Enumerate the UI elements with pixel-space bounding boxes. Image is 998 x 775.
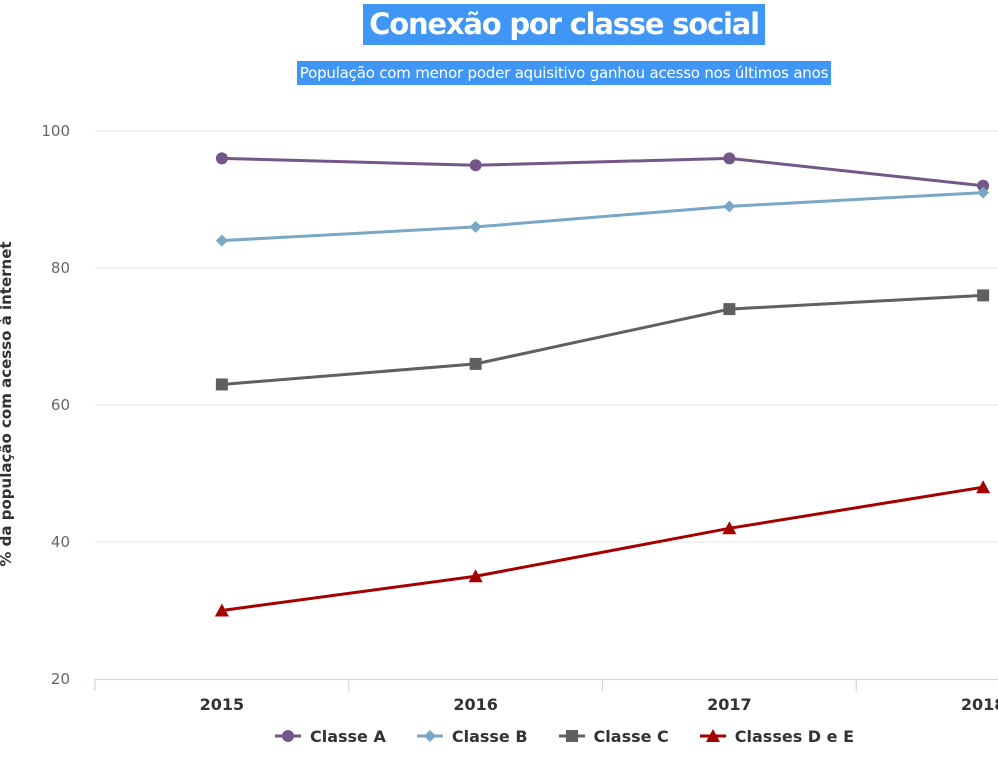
- data-point: [214, 603, 229, 617]
- data-point: [468, 569, 483, 583]
- x-axis: 2015 2016 2017 2018: [94, 678, 998, 714]
- y-tick-label: 100: [41, 122, 70, 140]
- gridlines: [95, 130, 998, 543]
- chart-title: Conexão por classe social: [363, 4, 765, 45]
- data-point: [469, 357, 482, 370]
- y-tick-label: 20: [51, 670, 70, 688]
- series-classe-c: [215, 289, 990, 391]
- y-tick-label: 80: [51, 259, 70, 277]
- legend-symbol: [558, 730, 585, 742]
- legend-item[interactable]: Classes D e E: [699, 727, 854, 746]
- x-tick-label: 2015: [200, 695, 245, 714]
- legend-item[interactable]: Classe A: [274, 727, 386, 746]
- subtitle-container: População com menor poder aquisitivo gan…: [0, 61, 998, 85]
- data-point: [977, 186, 990, 199]
- data-point: [723, 200, 736, 213]
- chart-subtitle: População com menor poder aquisitivo gan…: [296, 61, 832, 85]
- series-line: [220, 293, 985, 386]
- data-point: [722, 521, 737, 535]
- series-classes-d-e-e: [214, 480, 991, 617]
- legend-marker: [565, 730, 578, 742]
- series-classe-b: [215, 186, 990, 247]
- data-point: [723, 303, 736, 316]
- legend-marker: [281, 730, 294, 742]
- data-point: [469, 220, 482, 233]
- data-point: [723, 152, 736, 165]
- data-point: [469, 159, 482, 172]
- x-tick-label: 2018: [961, 695, 998, 714]
- legend-label: Classes D e E: [734, 726, 854, 746]
- x-tick-label: 2017: [707, 695, 752, 714]
- series-line: [220, 156, 985, 188]
- data-point: [977, 179, 990, 192]
- legend-item[interactable]: Classe C: [558, 727, 669, 746]
- legend-label: Classe C: [593, 726, 669, 746]
- data-point: [215, 152, 228, 165]
- legend-symbol: [699, 729, 726, 742]
- series-group: [214, 152, 991, 617]
- data-point: [976, 480, 991, 494]
- legend-marker: [705, 729, 720, 742]
- legend-symbol: [416, 730, 443, 742]
- title-container: Conexão por classe social: [0, 0, 998, 45]
- series-line: [220, 485, 985, 612]
- data-point: [215, 378, 228, 391]
- legend-marker: [423, 730, 436, 742]
- legend-label: Classe B: [451, 726, 528, 746]
- x-tick-label: 2016: [453, 695, 498, 714]
- data-point: [215, 234, 228, 247]
- y-tick-label: 60: [51, 396, 70, 414]
- legend-label: Classe A: [309, 726, 386, 746]
- y-tick-label: 40: [51, 533, 70, 551]
- series-line: [220, 191, 985, 243]
- data-point: [977, 289, 990, 302]
- legend-symbol: [274, 730, 301, 742]
- legend: Classe A Classe B Classe C Classes D e E: [0, 722, 998, 750]
- y-axis-ticks: 20 40 60 80 100: [41, 122, 70, 688]
- legend-item[interactable]: Classe B: [416, 727, 528, 746]
- series-classe-a: [215, 152, 990, 192]
